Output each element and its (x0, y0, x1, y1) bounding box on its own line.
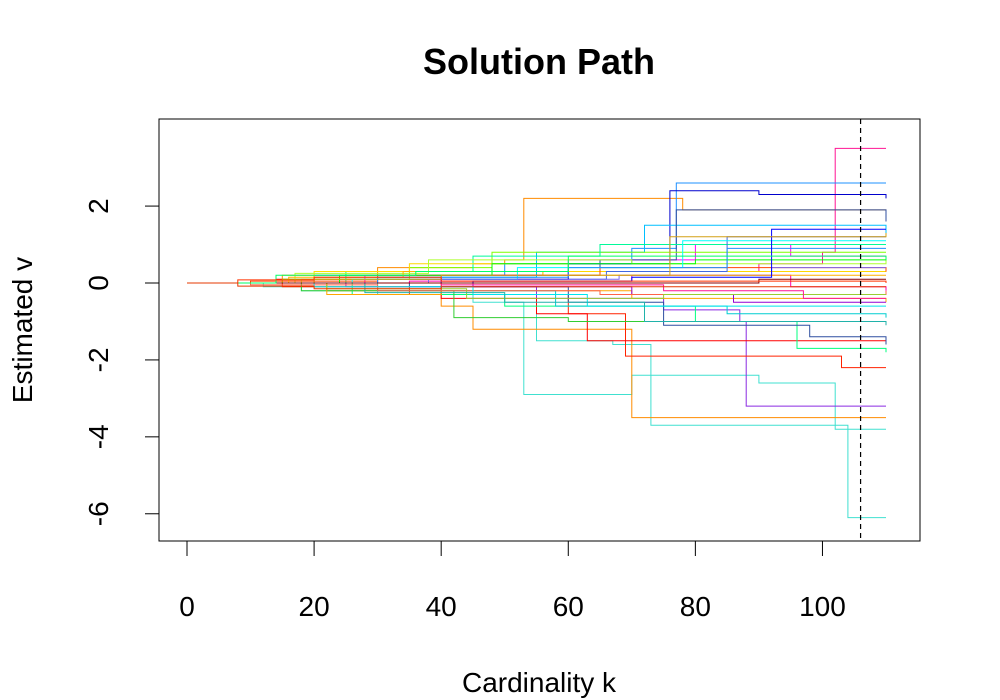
series-line-37 (187, 233, 887, 284)
series-line-15 (187, 282, 887, 345)
y-axis: -6 -4 -2 0 2 (83, 198, 160, 526)
y-tick-label: 0 (83, 275, 114, 291)
series-line-27 (187, 256, 887, 284)
series-line-39 (187, 278, 886, 284)
series-line-13 (187, 224, 887, 284)
y-tick-label: 2 (83, 198, 114, 214)
y-tick-label: -4 (83, 424, 114, 449)
x-tick-label: 100 (799, 591, 846, 622)
series-line-32 (187, 271, 886, 284)
series-line-34 (187, 247, 886, 284)
series-line-41 (187, 276, 887, 284)
x-axis: 0 20 40 60 80 100 (179, 540, 846, 622)
series-line-24 (187, 282, 886, 303)
y-tick-label: -2 (83, 347, 114, 372)
x-tick-label: 60 (553, 591, 584, 622)
series-line-38 (187, 282, 887, 326)
series-line-42 (187, 282, 886, 290)
x-tick-label: 20 (299, 591, 330, 622)
x-tick-label: 0 (179, 591, 195, 622)
x-axis-label: Cardinality k (462, 667, 617, 698)
x-tick-label: 40 (426, 591, 457, 622)
series-line-17 (187, 282, 886, 322)
series-layer (187, 147, 887, 519)
chart-title: Solution Path (423, 41, 655, 82)
series-line-31 (187, 282, 886, 307)
series-line-33 (187, 282, 886, 299)
series-line-28 (187, 240, 886, 284)
series-line-40 (187, 255, 887, 284)
x-tick-label: 80 (680, 591, 711, 622)
y-axis-label: Estimated v (7, 257, 38, 403)
series-line-3 (187, 282, 886, 519)
y-tick-label: -6 (83, 501, 114, 526)
plot-frame (158, 118, 921, 542)
